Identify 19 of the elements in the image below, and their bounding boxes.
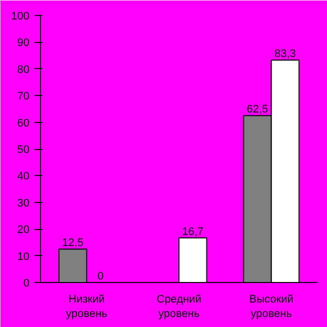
y-tick-label: 60 — [17, 117, 30, 130]
x-tick-label: Высокий уровень — [249, 294, 294, 320]
x-tick-label: Средний уровень — [156, 294, 202, 320]
data-label: 12,5 — [62, 237, 84, 250]
y-tick-label: 70 — [17, 90, 30, 103]
data-label: 16,7 — [182, 226, 204, 238]
y-tick-label: 50 — [17, 144, 30, 156]
data-label: 83,3 — [274, 48, 296, 60]
y-tick-label: 0 — [23, 278, 30, 290]
y-tick-label: 80 — [17, 64, 30, 76]
y-tick-label: 100 — [11, 10, 30, 22]
y-tick-label: 90 — [17, 37, 30, 50]
data-label: 62,5 — [246, 104, 268, 116]
y-tick-label: 10 — [17, 250, 30, 263]
y-tick-label: 20 — [17, 224, 30, 236]
y-tick-label: 40 — [17, 170, 30, 183]
x-tick-label: Низкий уровень — [66, 294, 108, 320]
y-tick-label: 30 — [17, 197, 30, 210]
data-label: 0 — [97, 270, 104, 282]
